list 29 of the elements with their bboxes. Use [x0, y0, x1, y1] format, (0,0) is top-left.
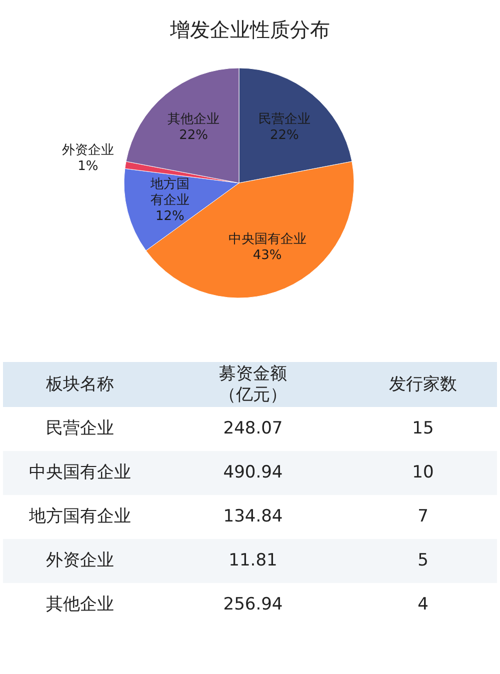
category-label: 中央国有企业: [29, 462, 131, 484]
category-label: 其他企业: [46, 594, 114, 616]
text: 募资金额（亿元）: [218, 364, 288, 406]
slice-label: 中央国有企业: [228, 232, 306, 248]
data-label: 15: [412, 418, 434, 440]
data-label: 5: [418, 550, 428, 572]
slice-label: 民营企业: [258, 112, 310, 128]
data-label: 43%: [252, 248, 282, 264]
chart-title: 增发企业性质分布: [170, 18, 330, 42]
data-label: 4: [418, 594, 428, 616]
data-label: 256.94: [223, 594, 283, 616]
data-label: 7: [418, 506, 428, 528]
data-label: 11.81: [228, 550, 278, 572]
data-label: 1%: [78, 159, 98, 174]
data-label: 10: [412, 462, 434, 484]
text: 板块名称: [46, 374, 114, 395]
category-label: 民营企业: [46, 418, 114, 440]
category-label: 外资企业: [46, 550, 114, 572]
data-label: 248.07: [223, 418, 283, 440]
data-label: 22%: [179, 128, 208, 144]
data-label: 490.94: [223, 462, 283, 484]
category-label: 地方国有企业: [29, 506, 131, 528]
slice-label: 其他企业: [168, 112, 220, 128]
slice-label: 地方国有企业: [150, 176, 190, 208]
data-label: 12%: [155, 208, 184, 224]
slice-label: 外资企业: [62, 143, 114, 158]
data-label: 22%: [270, 128, 299, 144]
text: 发行家数: [388, 374, 458, 395]
data-label: 134.84: [223, 506, 283, 528]
